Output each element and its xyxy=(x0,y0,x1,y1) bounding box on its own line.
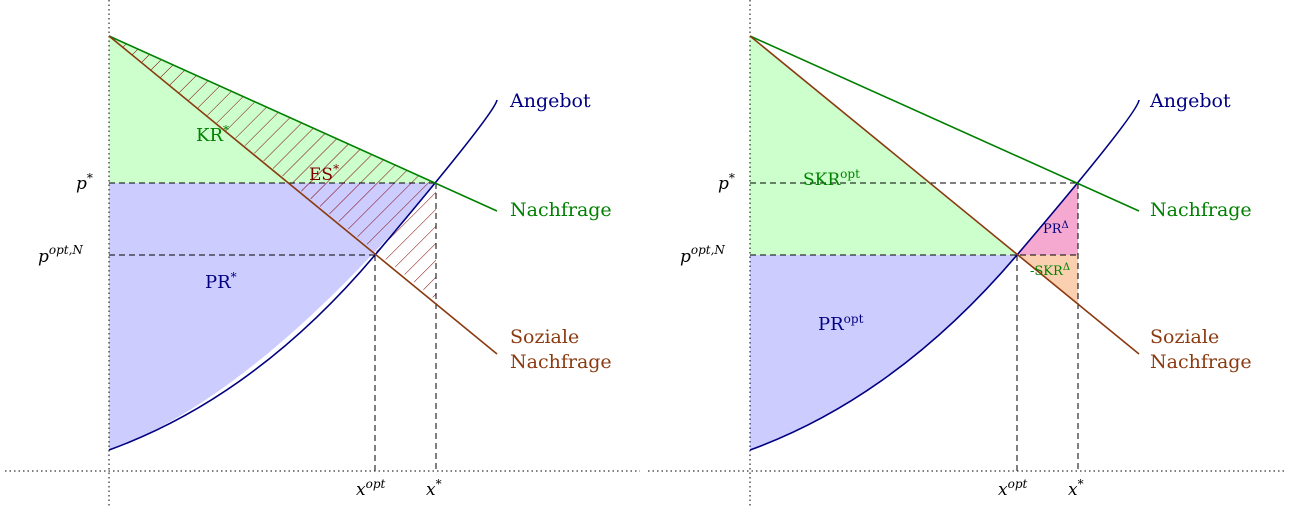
left-supply-label: Angebot xyxy=(509,90,591,112)
right-social-demand-curve xyxy=(749,35,1140,355)
left-es-label: ES* xyxy=(309,162,339,185)
left-p-star-tick: p* xyxy=(76,171,93,194)
right-panel: Angebot Nachfrage Soziale Nachfrage SKRo… xyxy=(648,0,1285,508)
right-pr-label: PRopt xyxy=(818,312,864,335)
right-skr-label: SKRopt xyxy=(803,167,860,190)
right-x-star-tick: x* xyxy=(1068,477,1084,500)
left-social-demand-label-1: Soziale xyxy=(510,326,579,348)
right-p-star-tick: p* xyxy=(718,171,735,194)
left-p-opt-tick: popt,N xyxy=(38,243,83,267)
left-kr-label: KR* xyxy=(196,123,229,146)
left-supply-curve xyxy=(108,99,498,451)
left-panel: Angebot Nachfrage Soziale Nachfrage KR* … xyxy=(5,0,640,508)
left-demand-label: Nachfrage xyxy=(510,199,612,221)
right-social-demand-label-1: Soziale xyxy=(1150,326,1219,348)
left-x-star-tick: x* xyxy=(426,477,442,500)
right-demand-label: Nachfrage xyxy=(1150,199,1252,221)
right-demand-curve xyxy=(749,35,1140,212)
right-p-opt-tick: popt,N xyxy=(680,243,725,267)
right-social-demand-label-2: Nachfrage xyxy=(1150,351,1252,373)
right-x-opt-tick: xopt xyxy=(998,477,1028,500)
left-social-demand-label-2: Nachfrage xyxy=(510,351,612,373)
right-supply-label: Angebot xyxy=(1149,90,1231,112)
right-supply-curve xyxy=(749,99,1140,451)
left-social-demand-curve xyxy=(108,35,498,355)
right-pr-delta-label: PRΔ xyxy=(1043,220,1069,237)
left-producer-surplus-area xyxy=(109,183,436,450)
right-producer-surplus-area xyxy=(750,255,1017,450)
right-skr-delta-label: -SKRΔ xyxy=(1030,262,1070,279)
left-x-opt-tick: xopt xyxy=(356,477,386,500)
left-pr-label: PR* xyxy=(205,270,237,293)
left-demand-curve xyxy=(108,35,498,212)
